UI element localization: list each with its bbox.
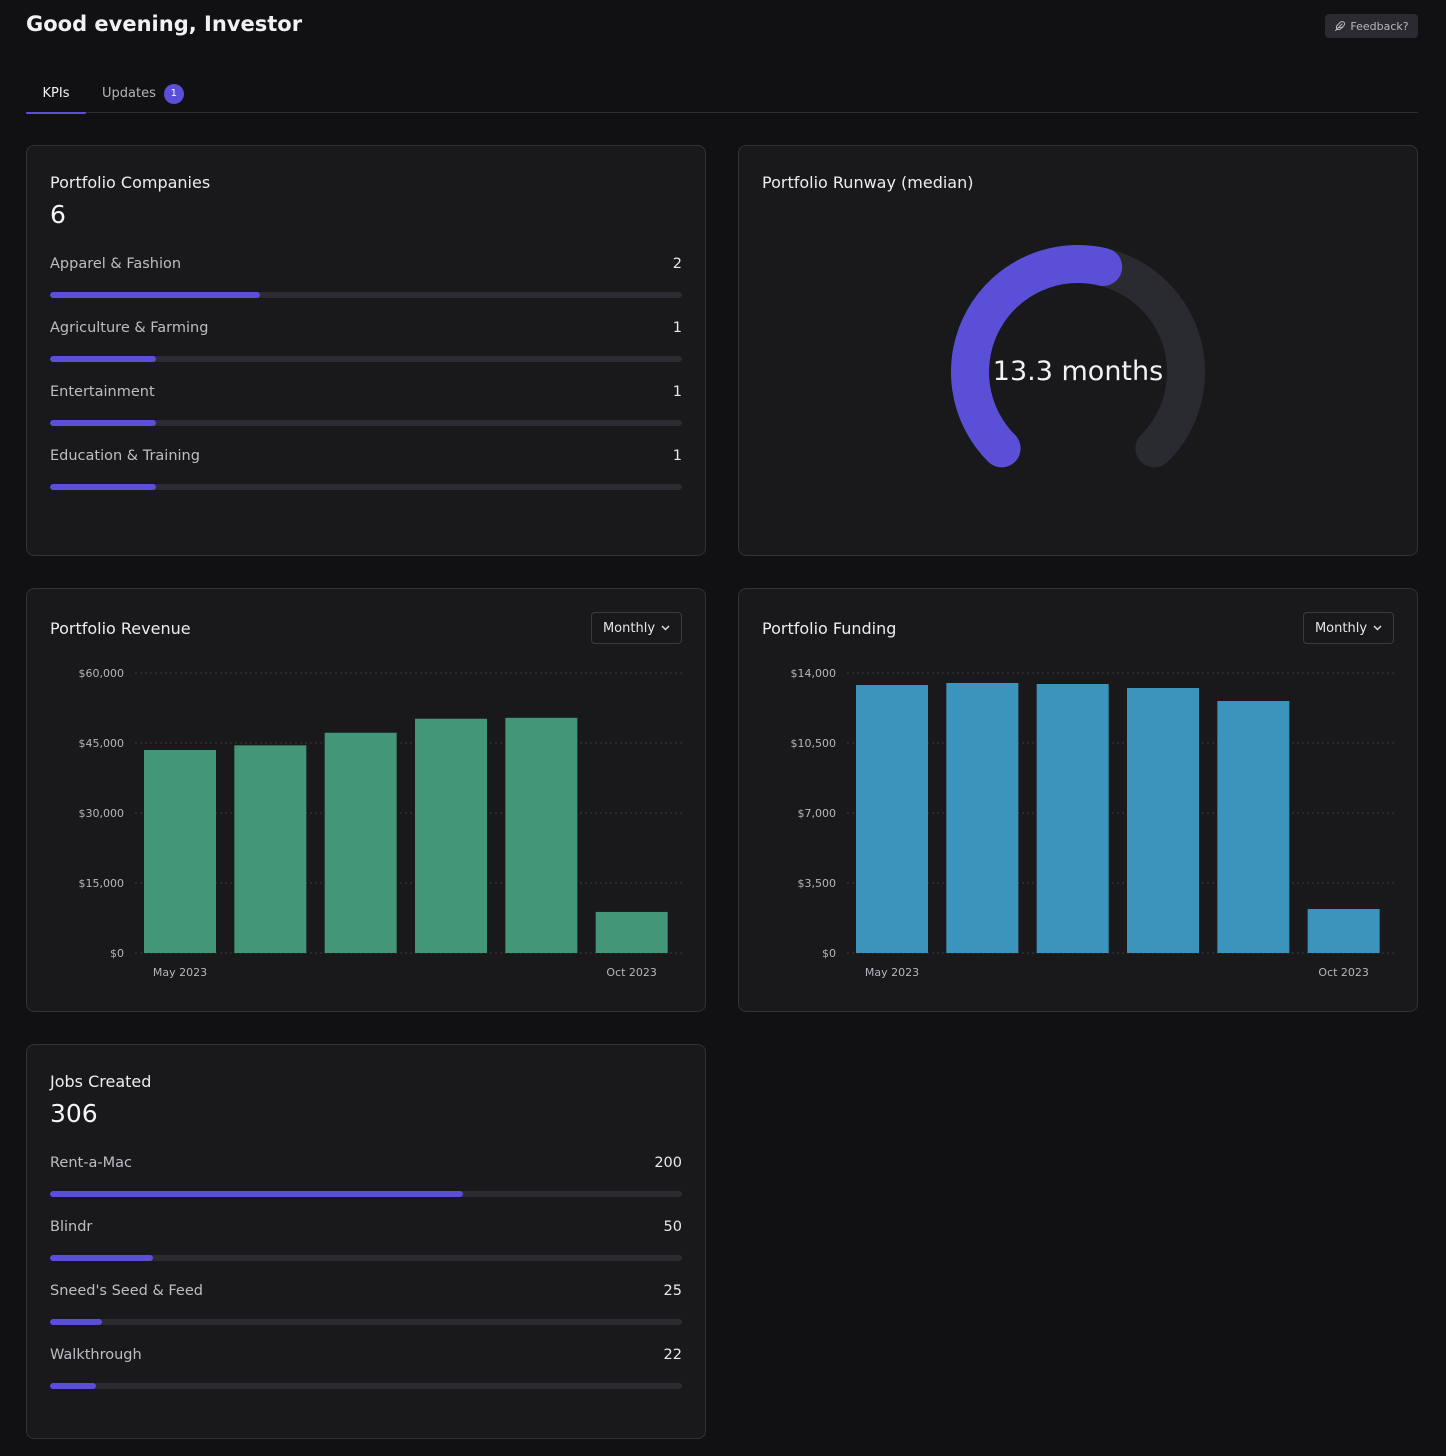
list-item-label: Entertainment [50,384,155,400]
revenue-period-select[interactable]: Monthly [591,612,682,644]
portfolio-revenue-card: Portfolio Revenue Monthly $0 $15,000 $30,0… [26,588,706,1012]
portfolio-runway-card: Portfolio Runway (median) 13.3 months [738,145,1418,556]
list-item-value: 1 [672,448,682,464]
progress-track [50,484,682,490]
jobs-created-card: Jobs Created 306 Rent-a-Mac 200 Blindr 50 Sn… [26,1044,706,1439]
chart-bar [595,911,668,953]
runway-gauge-fill [951,245,1123,468]
progress-fill [50,1319,102,1325]
chart-bar [234,745,307,953]
progress-fill [50,356,156,362]
list-item-value: 2 [672,256,682,272]
chart-bar [1217,701,1290,953]
tab-kpis-label: KPIs [42,86,70,101]
y-tick-label: $0 [822,947,836,960]
y-tick-label: $15,000 [79,877,125,890]
progress-fill [50,420,156,426]
portfolio-funding-title: Portfolio Funding [762,619,897,638]
tab-updates[interactable]: Updates 1 [102,74,184,113]
list-item: Walkthrough 22 [50,1347,682,1392]
chart-bar [505,717,578,953]
list-item: Agriculture & Farming 1 [50,320,682,365]
jobs-created-total: 306 [50,1099,98,1128]
chart-bar [144,750,216,953]
feather-icon [1335,21,1346,31]
list-item: Blindr 50 [50,1219,682,1264]
list-item-value: 1 [672,384,682,400]
progress-track [50,1255,682,1261]
list-item-label: Blindr [50,1219,93,1235]
revenue-period-label: Monthly [602,620,656,636]
chart-bar [324,732,397,953]
chevron-down-icon [1373,625,1382,631]
tab-updates-label: Updates [102,86,156,101]
progress-fill [50,484,156,490]
y-tick-label: $30,000 [79,807,125,820]
y-tick-label: $0 [110,947,124,960]
y-tick-label: $45,000 [79,737,125,750]
x-tick-label: Oct 2023 [1318,966,1369,979]
y-tick-label: $7,000 [798,807,837,820]
jobs-created-title: Jobs Created [50,1072,152,1091]
list-item-value: 50 [663,1219,682,1235]
chart-bar [946,683,1019,953]
funding-period-select[interactable]: Monthly [1303,612,1394,644]
progress-track [50,356,682,362]
list-item: Entertainment 1 [50,384,682,429]
list-item-value: 22 [663,1347,682,1363]
portfolio-runway-title: Portfolio Runway (median) [762,173,974,192]
list-item-value: 1 [672,320,682,336]
x-tick-label: May 2023 [865,966,919,979]
chart-bar [1307,909,1380,953]
list-item-label: Rent-a-Mac [50,1155,132,1171]
progress-fill [50,1255,154,1261]
funding-period-label: Monthly [1314,620,1368,636]
tab-bar: KPIs Updates 1 [26,74,1418,114]
chart-bar [1127,688,1199,953]
y-tick-label: $10,500 [791,737,837,750]
runway-gauge: 13.3 months [951,245,1205,468]
list-item: Apparel & Fashion 2 [50,256,682,301]
chart-bar [415,718,487,953]
list-item-label: Sneed's Seed & Feed [50,1283,203,1299]
progress-track [50,1319,682,1325]
feedback-label: Feedback? [1350,19,1409,33]
y-tick-label: $60,000 [79,667,125,680]
portfolio-companies-total: 6 [50,200,66,229]
list-item-label: Education & Training [50,448,200,464]
updates-count-badge: 1 [163,83,184,104]
progress-fill [50,292,261,298]
progress-fill [50,1383,96,1389]
portfolio-funding-card: Portfolio Funding Monthly $0 $3,500 $7,000… [738,588,1418,1012]
y-tick-label: $3,500 [798,877,837,890]
y-tick-label: $14,000 [791,667,837,680]
runway-value-label: 13.3 months [993,356,1163,387]
list-item: Sneed's Seed & Feed 25 [50,1283,682,1328]
portfolio-companies-title: Portfolio Companies [50,173,211,192]
progress-track [50,1191,682,1197]
x-tick-label: Oct 2023 [606,966,657,979]
list-item-label: Walkthrough [50,1347,142,1363]
list-item: Rent-a-Mac 200 [50,1155,682,1200]
portfolio-companies-card: Portfolio Companies 6 Apparel & Fashion 2… [26,145,706,556]
portfolio-revenue-title: Portfolio Revenue [50,619,191,638]
list-item-value: 25 [663,1283,682,1299]
list-item: Education & Training 1 [50,448,682,493]
page-greeting: Good evening, Investor [26,12,303,36]
feedback-button[interactable]: Feedback? [1325,14,1418,38]
progress-track [50,1383,682,1389]
chart-bar [1036,684,1109,953]
progress-fill [50,1191,464,1197]
chart-bar [856,685,928,953]
list-item-label: Agriculture & Farming [50,320,209,336]
tab-kpis[interactable]: KPIs [26,74,86,114]
funding-chart: $0 $3,500 $7,000 $10,500 $14,000 May 2023 Oct … [791,667,1394,979]
chevron-down-icon [661,625,670,631]
progress-track [50,420,682,426]
progress-track [50,292,682,298]
revenue-chart: $0 $15,000 $30,000 $45,000 $60,000 May 2023 Oc… [79,667,682,979]
list-item-label: Apparel & Fashion [50,256,182,272]
x-tick-label: May 2023 [153,966,207,979]
list-item-value: 200 [654,1155,682,1171]
